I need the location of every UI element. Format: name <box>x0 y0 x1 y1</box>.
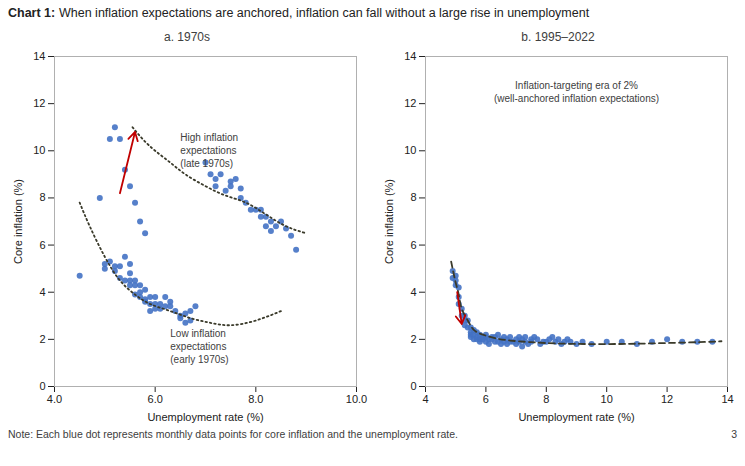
svg-text:10: 10 <box>404 144 416 156</box>
svg-text:8.0: 8.0 <box>248 393 263 405</box>
svg-text:Core inflation (%): Core inflation (%) <box>12 179 24 264</box>
html-text:b. 1995–2022: b. 1995–2022 <box>521 30 595 44</box>
svg-text:4.0: 4.0 <box>47 393 62 405</box>
svg-text:Core inflation (%): Core inflation (%) <box>383 179 395 264</box>
svg-text:6: 6 <box>410 239 416 251</box>
svg-text:Unemployment rate (%): Unemployment rate (%) <box>147 411 263 423</box>
svg-text:14: 14 <box>721 393 733 405</box>
svg-text:Low inflationexpectations(earl: Low inflationexpectations(early 1970s) <box>170 328 228 365</box>
svg-text:8: 8 <box>39 191 45 203</box>
svg-text:2: 2 <box>39 333 45 345</box>
svg-text:14: 14 <box>33 50 45 62</box>
svg-text:4: 4 <box>39 286 45 298</box>
svg-text:0: 0 <box>410 380 416 392</box>
svg-text:10.0: 10.0 <box>346 393 367 405</box>
svg-text:4: 4 <box>422 393 428 405</box>
svg-text:6.0: 6.0 <box>148 393 163 405</box>
svg-text:4: 4 <box>410 286 416 298</box>
svg-text:2: 2 <box>410 333 416 345</box>
svg-text:Inflation-targeting era of 2%(: Inflation-targeting era of 2%(well-ancho… <box>494 80 659 104</box>
svg-text:10: 10 <box>601 393 613 405</box>
svg-text:14: 14 <box>404 50 416 62</box>
svg-text:0: 0 <box>39 380 45 392</box>
svg-text:6: 6 <box>483 393 489 405</box>
svg-text:12: 12 <box>404 97 416 109</box>
svg-text:10: 10 <box>33 144 45 156</box>
svg-text:High inflationexpectations(lat: High inflationexpectations(late 1970s) <box>180 132 238 169</box>
html-text:a. 1970s: a. 1970s <box>164 30 210 44</box>
svg-text:8: 8 <box>543 393 549 405</box>
svg-text:Unemployment rate (%): Unemployment rate (%) <box>518 411 634 423</box>
svg-text:8: 8 <box>410 191 416 203</box>
svg-text:12: 12 <box>33 97 45 109</box>
html-text:3: 3 <box>731 428 737 440</box>
svg-text:6: 6 <box>39 239 45 251</box>
html-text:Note: Each blue dot represents: Note: Each blue dot represents monthly d… <box>8 428 458 440</box>
svg-text:12: 12 <box>661 393 673 405</box>
html-text:Chart 1: When inflation expect: Chart 1: When inflation expectations are… <box>8 6 590 20</box>
